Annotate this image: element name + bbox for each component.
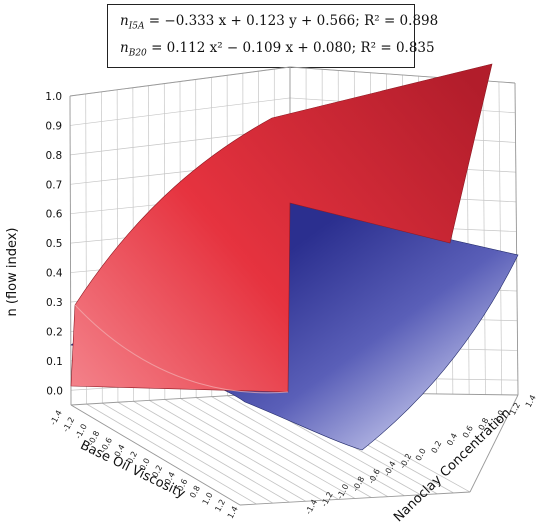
box-edge	[514, 82, 519, 396]
surfaces	[70, 63, 519, 451]
y-floor-gridline	[117, 401, 290, 503]
y-tick-label: -1.2	[320, 490, 335, 508]
y-tick-label: -1.0	[335, 483, 350, 501]
z-tick-label: 0.3	[46, 297, 63, 309]
y-tick-label: -0.6	[367, 467, 382, 485]
x-tick-label: -1.4	[48, 409, 63, 427]
y-tick-label: 1.4	[524, 393, 538, 408]
y-floor-gridline	[211, 396, 389, 497]
equation-line-i5a: nI5A = −0.333 x + 0.123 y + 0.566; R² = …	[120, 13, 438, 32]
y-tick-label: -0.2	[398, 452, 413, 470]
y-floor-gridline	[133, 400, 306, 502]
y-tick-label: 0.4	[445, 432, 459, 447]
x-tick-label: 1.4	[226, 505, 240, 520]
surface-crease	[74, 304, 289, 394]
z-tick-label: 0.1	[46, 356, 63, 368]
y-tick-label: -0.4	[382, 460, 397, 478]
surface-i5a	[70, 63, 493, 393]
x-tick-label: -1.0	[74, 422, 89, 440]
y-tick-label: 0.2	[430, 439, 444, 454]
x-tick-label: -1.2	[61, 416, 76, 434]
y-floor-gridline	[102, 402, 274, 504]
y-wall-gridline	[498, 81, 503, 395]
y-floor-gridline	[180, 398, 356, 499]
equation-subscript: B20	[128, 48, 147, 59]
equation-box: nI5A = −0.333 x + 0.123 y + 0.566; R² = …	[107, 4, 438, 68]
box-edge	[70, 404, 241, 506]
equation-symbol: n	[120, 40, 129, 56]
z-tick-label: 0.8	[45, 150, 62, 162]
y-wall-gridline	[482, 80, 486, 395]
y-floor-gridline	[86, 403, 257, 505]
x-tick-label: 1.2	[213, 498, 227, 513]
z-axis-label: n (flow index)	[5, 228, 20, 317]
equation-symbol: n	[120, 13, 129, 29]
y-tick-label: -0.8	[351, 475, 366, 493]
equation-rhs: = −0.333 x + 0.123 y + 0.566; R² = 0.898	[148, 13, 439, 29]
z-tick-label: 0.5	[46, 238, 63, 250]
x-axis-label: Base Oil Viscosity	[78, 438, 188, 502]
equation-rhs: = 0.112 x² − 0.109 x + 0.080; R² = 0.835	[151, 40, 435, 56]
x-tick-label: 1.0	[201, 491, 215, 506]
box-edge	[239, 491, 471, 506]
equation-subscript: I5A	[128, 21, 145, 32]
y-floor-gridline	[195, 397, 372, 498]
z-tick-label: 0.6	[46, 209, 63, 221]
box-edge	[469, 394, 519, 493]
equation-line-b20: nB20 = 0.112 x² − 0.109 x + 0.080; R² = …	[120, 40, 435, 59]
y-tick-label: 0.0	[414, 447, 428, 462]
box-edge	[69, 66, 291, 97]
y-floor-gridline	[164, 399, 339, 500]
z-tick-label: 0.0	[46, 385, 63, 397]
y-floor-gridline	[149, 400, 323, 501]
z-tick-label: 0.9	[45, 120, 62, 132]
y-axis-label: Nanoclay Concentration	[391, 406, 514, 525]
z-tick-label: 1.0	[45, 91, 62, 103]
x-tick-label: 0.8	[188, 484, 202, 499]
y-floor-gridline	[227, 395, 405, 497]
box-edge	[69, 95, 72, 406]
z-tick-label: 0.7	[46, 179, 63, 191]
z-tick-label: 0.4	[46, 268, 63, 280]
z-tick-label: 0.2	[46, 326, 63, 338]
